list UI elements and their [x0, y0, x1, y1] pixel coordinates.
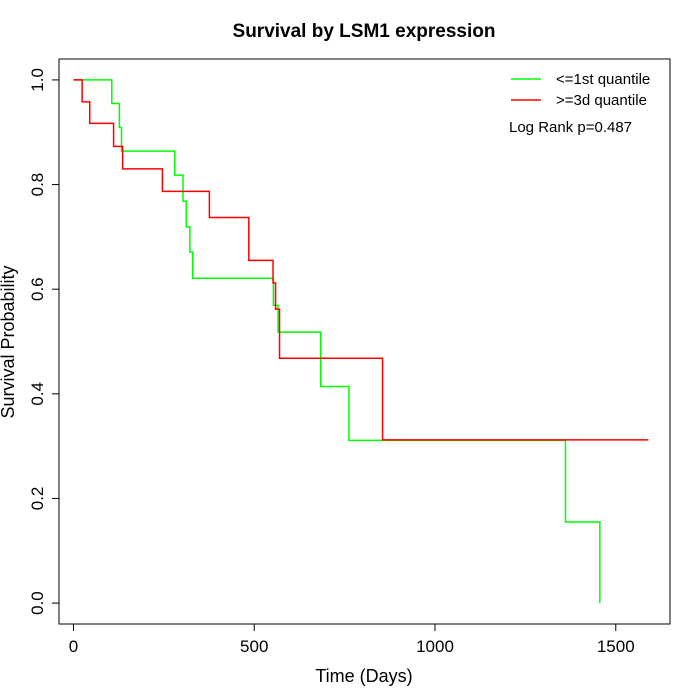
y-tick-label: 0.0 [28, 591, 47, 615]
x-tick-label: 1000 [416, 637, 454, 656]
x-tick-label: 0 [69, 637, 78, 656]
plot-frame [58, 58, 671, 625]
log-rank-annotation: Log Rank p=0.487 [509, 119, 632, 136]
y-tick-label: 0.4 [28, 382, 47, 406]
legend-label-series-1: <=1st quantile [556, 71, 650, 88]
x-axis-label: Time (Days) [315, 666, 412, 686]
series-line-1 [73, 79, 601, 604]
chart-title: Survival by LSM1 expression [233, 21, 496, 42]
series-layer [73, 79, 649, 604]
legend: <=1st quantile >=3d quantile [511, 71, 650, 109]
legend-label-series-2: >=3d quantile [556, 92, 647, 109]
x-tick-label: 1500 [597, 637, 635, 656]
y-axis: 0.0 0.2 0.4 0.6 0.8 1.0 [28, 68, 60, 615]
y-tick-label: 1.0 [28, 68, 47, 92]
x-tick-label: 500 [240, 637, 268, 656]
series-line-2 [73, 79, 649, 441]
y-tick-label: 0.6 [28, 277, 47, 301]
y-axis-label: Survival Probability [0, 265, 18, 418]
x-axis: 0 500 1000 1500 [69, 623, 635, 656]
y-tick-label: 0.2 [28, 487, 47, 511]
y-tick-label: 0.8 [28, 173, 47, 197]
